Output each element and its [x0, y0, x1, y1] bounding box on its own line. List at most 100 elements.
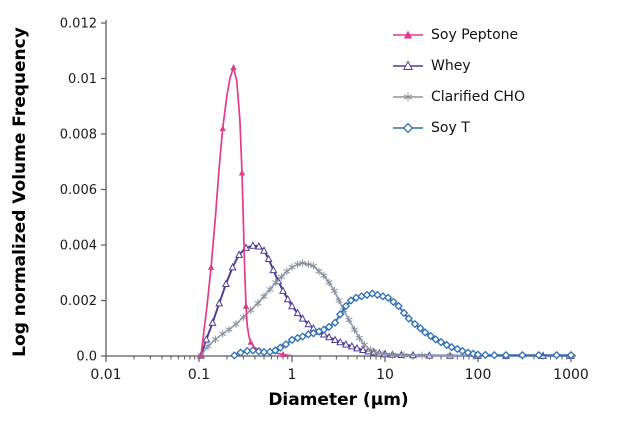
legend-label: Soy T: [431, 120, 470, 136]
marker-clarified-cho: [299, 259, 307, 267]
legend: Soy Peptone Whey Clarified CHO Soy T: [392, 24, 525, 139]
marker-clarified-cho: [239, 313, 247, 321]
marker-soy-t: [442, 340, 451, 350]
marker-soy-t: [230, 351, 239, 360]
marker-clarified-cho: [335, 296, 343, 305]
marker-clarified-cho: [266, 285, 274, 294]
legend-item-soy-peptone: Soy Peptone: [392, 24, 525, 46]
series-clarified-cho: [197, 259, 575, 360]
marker-whey: [331, 335, 339, 344]
marker-soy-t: [254, 347, 264, 356]
marker-soy-t: [416, 324, 425, 333]
marker-soy-t: [552, 350, 561, 360]
marker-whey: [269, 265, 278, 274]
marker-soy-t: [383, 293, 393, 302]
marker-clarified-cho: [294, 260, 302, 269]
marker-soy-t: [346, 296, 356, 305]
marker-soy-t: [341, 301, 351, 311]
marker-soy-t: [324, 322, 334, 332]
y-tick-label: 0.002: [60, 294, 97, 309]
marker-clarified-cho: [204, 342, 212, 351]
marker-clarified-cho: [309, 262, 317, 270]
marker-soy-t: [426, 331, 435, 341]
y-tick-label: 0.01: [68, 72, 97, 87]
marker-clarified-cho: [304, 260, 312, 269]
marker-clarified-cho: [355, 334, 363, 342]
legend-item-clarified-cho: Clarified CHO: [392, 86, 525, 108]
marker-clarified-cho: [379, 350, 387, 358]
marker-soy-t: [270, 346, 280, 355]
marker-whey: [304, 319, 313, 328]
marker-whey: [288, 301, 296, 310]
marker-soy-peptone: [219, 125, 226, 132]
marker-soy-t: [281, 340, 291, 349]
legend-marker-triangle-icon: [393, 30, 423, 39]
marker-clarified-cho: [345, 316, 353, 324]
legend-label: Soy Peptone: [431, 27, 519, 43]
marker-whey: [222, 279, 230, 287]
marker-clarified-cho: [330, 286, 338, 295]
marker-whey: [336, 337, 345, 346]
y-tick-label: 0.004: [60, 239, 97, 254]
series-whey: [197, 241, 575, 359]
marker-clarified-cho: [211, 335, 219, 344]
series-line: [200, 244, 571, 357]
marker-whey: [202, 334, 211, 343]
marker-soy-t: [534, 350, 543, 360]
x-tick-label: 1: [288, 367, 297, 383]
marker-whey: [359, 345, 367, 354]
marker-whey: [215, 298, 224, 307]
marker-soy-t: [431, 335, 440, 344]
marker-soy-t: [490, 350, 499, 360]
marker-soy-t: [378, 292, 388, 301]
marker-whey: [325, 332, 333, 341]
marker-clarified-cho: [320, 271, 328, 280]
marker-clarified-cho: [418, 351, 426, 360]
marker-whey: [353, 343, 361, 352]
marker-soy-t: [389, 297, 398, 307]
marker-soy-t: [330, 318, 340, 327]
marker-soy-t: [319, 325, 329, 334]
marker-clarified-cho: [260, 292, 268, 301]
marker-soy-peptone: [247, 338, 254, 345]
marker-whey: [264, 254, 273, 263]
marker-soy-t: [410, 319, 420, 329]
marker-soy-t: [399, 308, 409, 318]
marker-soy-t: [436, 337, 446, 347]
legend-item-soy-t: Soy T: [392, 117, 525, 139]
marker-clarified-cho: [350, 325, 359, 334]
marker-whey: [283, 294, 292, 303]
marker-soy-t: [518, 350, 527, 360]
legend-marker-triangle-icon: [393, 60, 423, 71]
marker-clarified-cho: [315, 267, 323, 276]
y-tick-label: 0.008: [60, 128, 97, 143]
marker-clarified-cho: [277, 273, 285, 281]
marker-whey: [254, 242, 263, 250]
x-axis-title: Diameter (µm): [268, 390, 409, 410]
marker-clarified-cho: [403, 92, 413, 102]
marker-whey: [208, 318, 217, 326]
x-tick-label: 0.1: [188, 367, 210, 383]
marker-soy-t: [501, 350, 511, 360]
marker-whey: [235, 250, 244, 258]
marker-whey: [228, 262, 237, 271]
y-tick-label: 0.006: [60, 183, 97, 198]
marker-clarified-cho: [254, 299, 262, 308]
legend-marker-asterisk-icon: [393, 92, 423, 102]
marker-whey: [319, 329, 328, 338]
marker-soy-t: [248, 346, 258, 355]
marker-whey: [298, 314, 307, 322]
y-axis-title: Log normalized Volume Frequency: [10, 27, 30, 357]
marker-whey: [260, 246, 268, 254]
y-tick-label: 0.012: [60, 17, 97, 32]
marker-soy-t: [404, 314, 413, 323]
marker-whey: [248, 241, 257, 249]
marker-clarified-cho: [388, 351, 396, 359]
marker-clarified-cho: [325, 278, 333, 287]
marker-soy-t: [236, 348, 245, 357]
marker-clarified-cho: [272, 278, 280, 287]
marker-whey: [279, 286, 287, 294]
legend-label: Whey: [431, 58, 471, 74]
x-tick-label: 0.01: [90, 367, 121, 383]
